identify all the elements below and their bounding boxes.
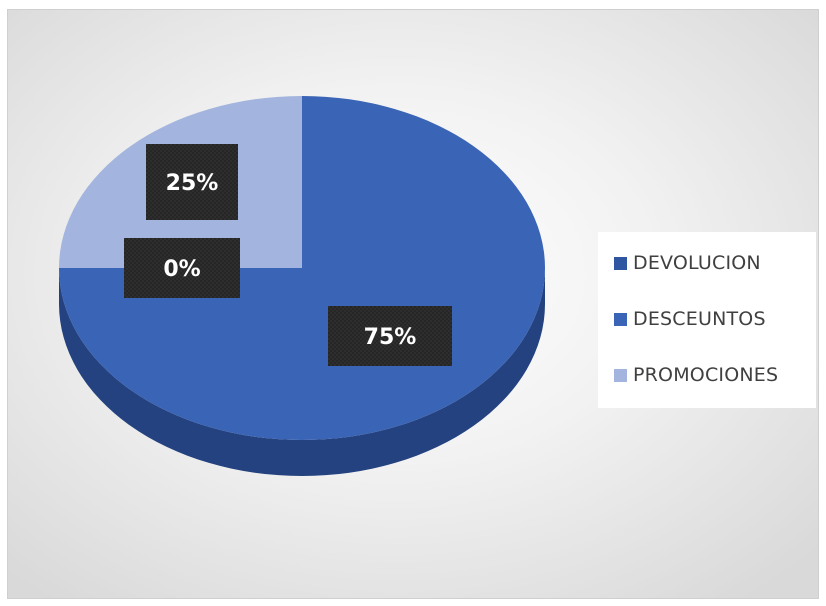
data-label-text: 0%	[163, 257, 200, 282]
legend-item-devolucion: DEVOLUCION	[614, 248, 761, 278]
data-label-desceuntos: 75%	[328, 306, 452, 366]
data-label-devolucion: 0%	[124, 238, 240, 298]
legend-swatch-devolucion	[614, 256, 627, 270]
legend-label-devolucion: DEVOLUCION	[633, 252, 761, 274]
chart-area: 25% 0% 75% DEVOLUCION DESCEUNTOS PROMOCION…	[8, 10, 818, 598]
legend-label-desceuntos: DESCEUNTOS	[633, 308, 766, 330]
legend-label-promociones: PROMOCIONES	[633, 364, 779, 386]
data-label-box	[124, 238, 240, 298]
pie-chart: 25% 0% 75%	[59, 96, 545, 476]
legend: DEVOLUCION DESCEUNTOS PROMOCIONES	[598, 232, 816, 408]
pie-side-desceuntos	[59, 268, 545, 476]
data-label-text: 25%	[166, 171, 219, 196]
legend-item-promociones: PROMOCIONES	[614, 360, 778, 390]
data-label-box	[146, 144, 238, 220]
legend-swatch-desceuntos	[614, 312, 627, 326]
legend-item-desceuntos: DESCEUNTOS	[614, 304, 766, 334]
data-label-box	[328, 306, 452, 366]
data-label-promociones: 25%	[146, 144, 238, 220]
legend-swatch-promociones	[614, 368, 627, 382]
data-label-text: 75%	[364, 325, 417, 350]
